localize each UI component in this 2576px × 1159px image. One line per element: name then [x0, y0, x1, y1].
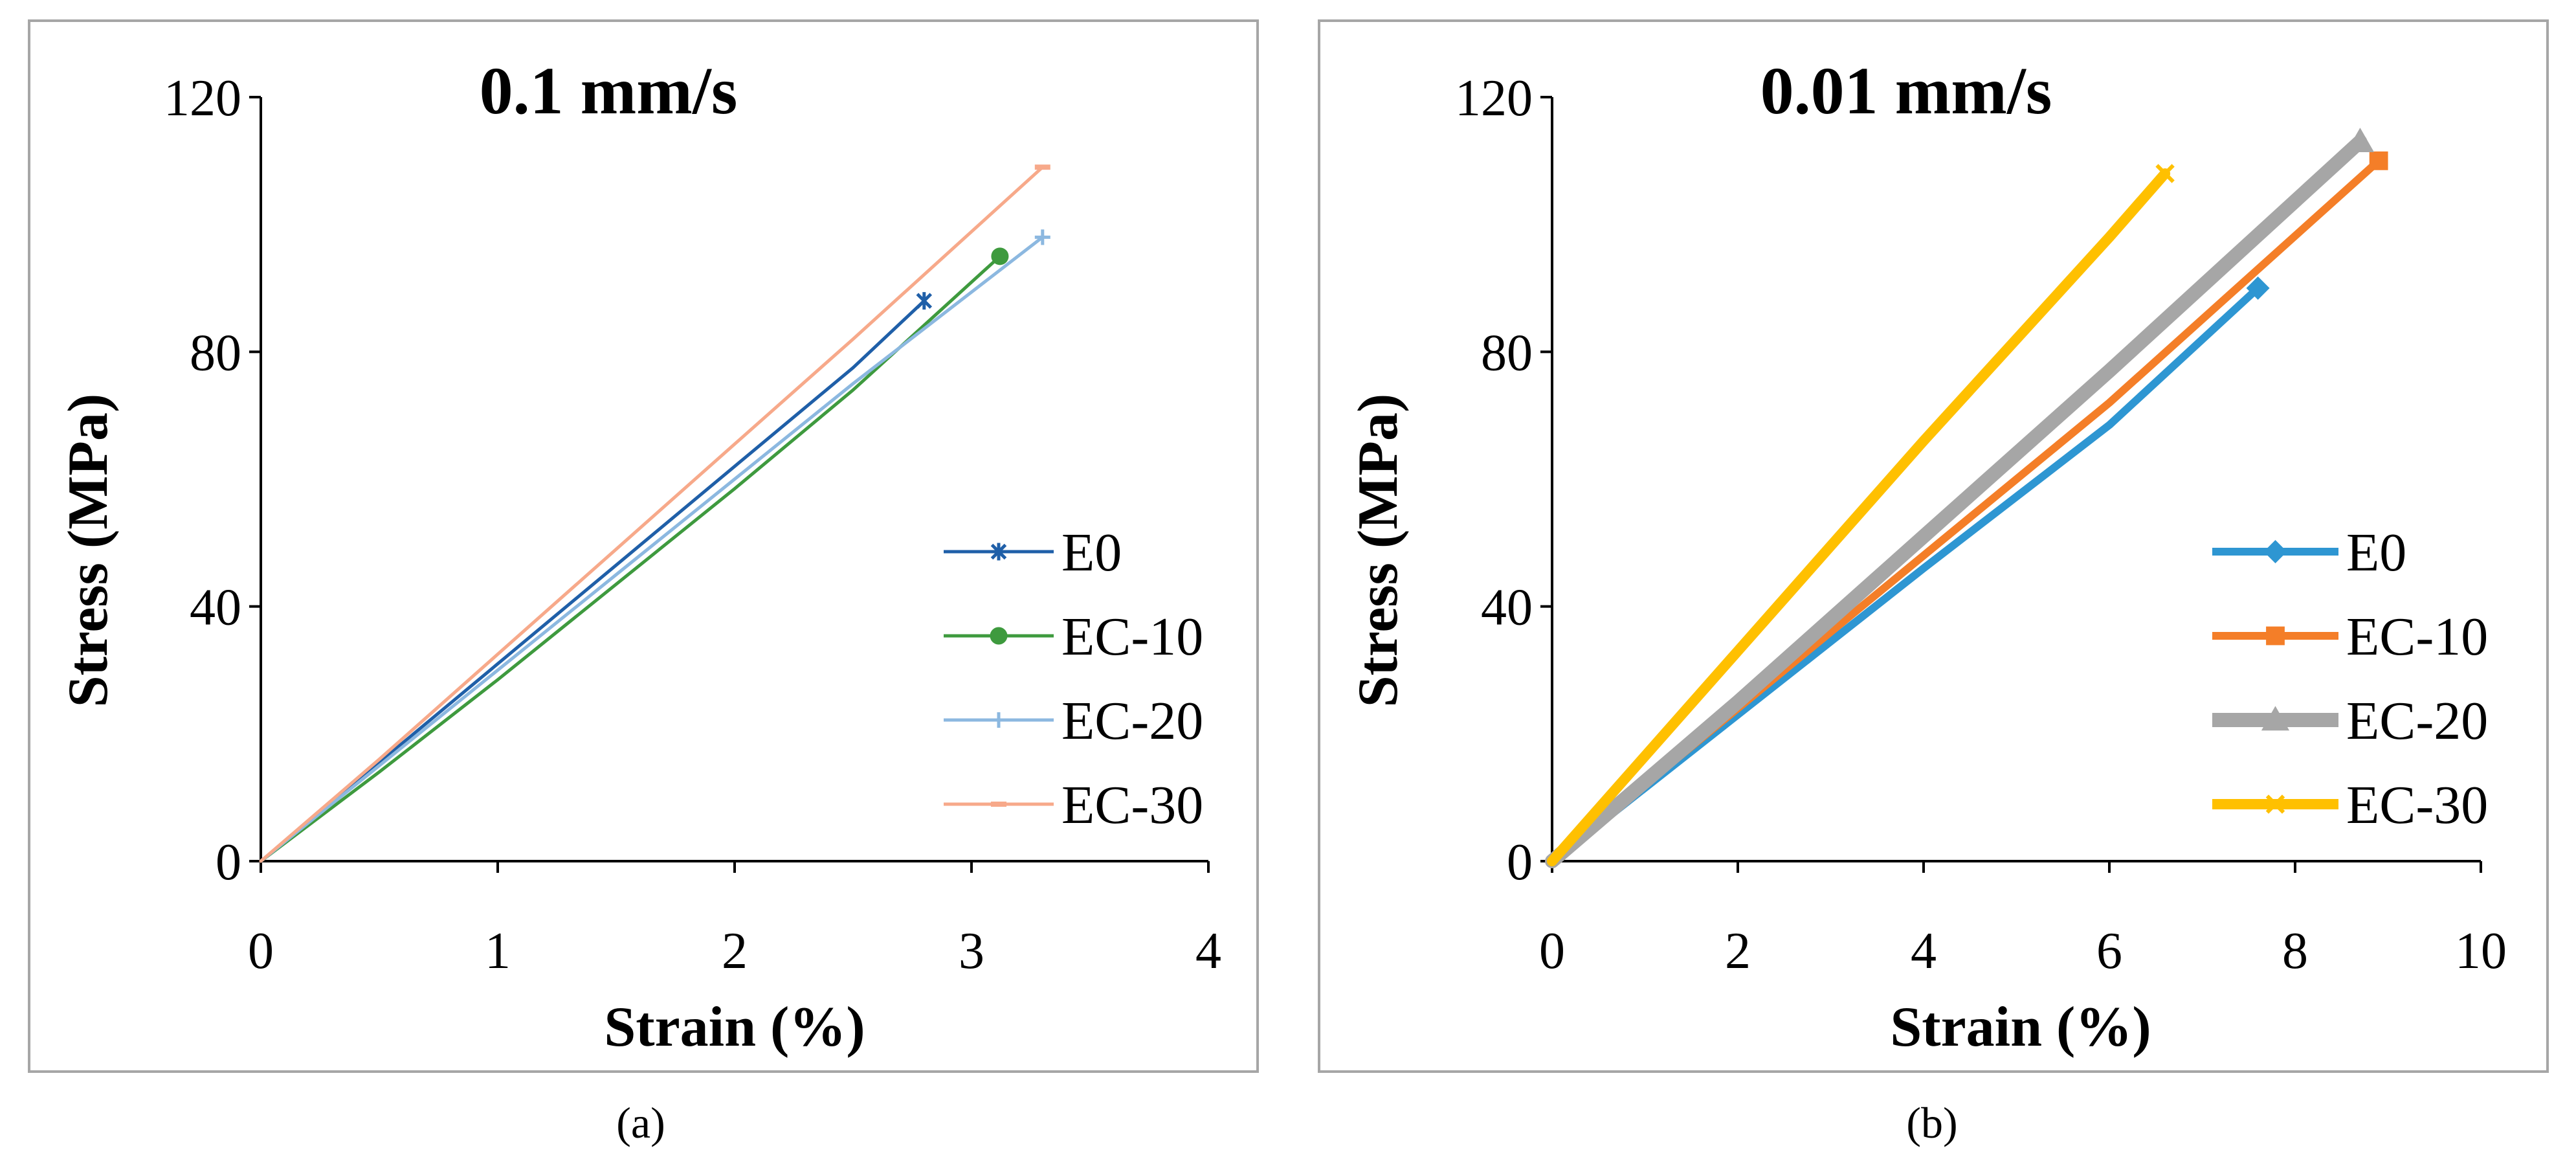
x-tick-label: 1 — [485, 923, 511, 980]
legend-label-ec-10: EC-10 — [2346, 607, 2488, 667]
panel-b-frame — [1318, 19, 2549, 1073]
series-end-marker-e0 — [916, 292, 933, 310]
x-tick-label: 2 — [722, 923, 748, 980]
y-tick-label: 40 — [1481, 580, 1533, 636]
chart-panel-b: 0.01 mm/s Stress (MPa) Strain (%) (b) 0 4… — [1318, 19, 2549, 1147]
legend-marker-e0 — [2263, 540, 2287, 563]
series-line-ec-20 — [1545, 134, 2368, 868]
panel-a-frame — [28, 19, 1259, 1073]
legend-marker-ec-30 — [991, 802, 1006, 807]
series-end-marker-ec-20 — [2346, 128, 2375, 153]
y-tick-label: 0 — [216, 834, 241, 891]
series-end-marker-ec-20 — [1034, 229, 1050, 245]
y-tick-label: 120 — [1455, 70, 1533, 127]
x-tick-label: 0 — [1539, 923, 1565, 980]
series-end-marker-ec-10 — [991, 247, 1009, 265]
chart-panel-a: 0.1 mm/s Stress (MPa) Strain (%) (a) 040… — [28, 19, 1259, 1147]
series-end-marker-ec-10 — [2369, 151, 2388, 170]
x-tick-label: 8 — [2282, 923, 2308, 980]
series-line-ec-30 — [259, 165, 1045, 863]
x-tick-label: 2 — [1725, 923, 1751, 980]
y-tick-label: 80 — [1481, 324, 1533, 381]
x-tick-label: 4 — [1195, 923, 1221, 980]
y-tick-label: 0 — [1507, 834, 1533, 891]
legend-marker-ec-20 — [991, 712, 1006, 728]
x-tick-label: 6 — [2096, 923, 2122, 980]
y-tick-label: 120 — [164, 70, 241, 127]
legend-marker-ec-10 — [2266, 626, 2285, 646]
legend-marker-ec-30 — [2265, 794, 2285, 814]
x-tick-label: 4 — [1911, 923, 1937, 980]
series-end-marker-ec-30 — [1034, 164, 1050, 170]
legend-marker-e0 — [990, 543, 1007, 561]
series-line-e0 — [259, 299, 926, 863]
legend-label-ec-30: EC-30 — [2346, 775, 2488, 835]
series-end-marker-e0 — [2246, 276, 2270, 300]
y-axis-label: Stress (MPa) — [1347, 394, 1410, 708]
panel-label: (a) — [616, 1098, 665, 1147]
series-end-marker-ec-30 — [2155, 164, 2175, 183]
chart-title: 0.01 mm/s — [1760, 54, 2052, 128]
y-axis-label: Stress (MPa) — [57, 394, 120, 708]
series-line-ec-30 — [1547, 168, 2171, 866]
x-axis-label: Strain (%) — [1890, 996, 2151, 1059]
legend-label-ec-30: EC-30 — [1061, 775, 1203, 835]
x-tick-label: 0 — [248, 923, 274, 980]
legend-label-e0: E0 — [2346, 523, 2406, 583]
series-line-ec-10 — [259, 254, 1002, 863]
x-tick-label: 10 — [2455, 923, 2507, 980]
legend-label-e0: E0 — [1061, 523, 1122, 583]
panel-label: (b) — [1906, 1098, 1957, 1147]
legend-label-ec-10: EC-10 — [1061, 607, 1203, 667]
series-line-ec-20 — [259, 235, 1045, 863]
legend-label-ec-20: EC-20 — [2346, 691, 2488, 751]
legend-label-ec-20: EC-20 — [1061, 691, 1203, 751]
y-tick-label: 40 — [190, 580, 241, 636]
x-tick-label: 3 — [959, 923, 984, 980]
legend-marker-ec-10 — [990, 627, 1008, 645]
x-axis-label: Strain (%) — [604, 996, 865, 1059]
legend-marker-ec-20 — [2261, 706, 2290, 731]
legend: E0 EC-10 EC-20 EC-30 — [944, 523, 1203, 835]
chart-title: 0.1 mm/s — [480, 54, 738, 128]
legend: E0 EC-10 EC-20 EC-30 — [2212, 523, 2488, 835]
y-tick-label: 80 — [190, 324, 241, 381]
